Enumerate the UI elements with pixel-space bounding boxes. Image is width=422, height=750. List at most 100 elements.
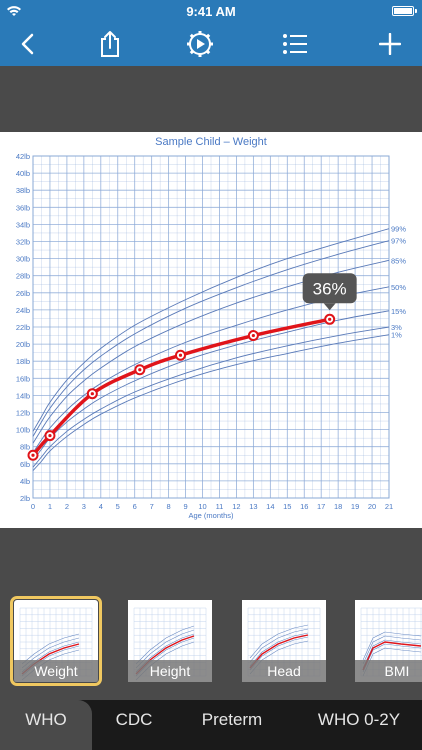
growth-chart: Sample Child – Weight 2lb 4lb 6lb 8lb 10lb 12l… [16, 136, 407, 520]
y-tick-label: 10lb [16, 426, 30, 435]
status-bar: 9:41 AM [0, 0, 422, 22]
x-axis-label: Age (months) [188, 511, 234, 520]
mini-curve [21, 633, 80, 665]
thumbnail-label: BMI [355, 660, 422, 682]
x-tick-label: 21 [385, 502, 393, 511]
y-tick-label: 16lb [16, 374, 30, 383]
thumbnail-label: Weight [14, 660, 98, 682]
percentile-curve [32, 286, 390, 453]
y-tick-label: 2lb [20, 494, 30, 503]
mini-curve [362, 643, 422, 673]
percentile-curve [32, 326, 390, 468]
y-tick-label: 20lb [16, 340, 30, 349]
data-point-center [48, 433, 52, 438]
data-point-center [138, 368, 142, 372]
x-tick-label: 8 [167, 502, 171, 511]
tooltip-pointer [323, 303, 336, 311]
percentile-curve [32, 334, 390, 471]
x-tick-label: 15 [283, 502, 291, 511]
x-tick-label: 11 [216, 502, 224, 511]
x-tick-label: 5 [116, 502, 120, 511]
percentile-label: 99% [391, 225, 406, 234]
y-tick-label: 34lb [16, 220, 30, 229]
y-tick-label: 22lb [16, 323, 30, 332]
mini-curve [249, 624, 309, 659]
y-tick-label: 36lb [16, 203, 30, 212]
y-tick-label: 32lb [16, 238, 30, 247]
percentile-label: 1% [391, 331, 402, 340]
percentile-tooltip [302, 273, 357, 304]
data-point-center [31, 453, 35, 457]
status-time: 9:41 AM [186, 4, 236, 19]
x-tick-label: 20 [368, 502, 376, 511]
chart-title: Sample Child – Weight [155, 136, 267, 148]
child-weight-line [31, 317, 332, 457]
tab-who[interactable]: WHO [0, 700, 92, 750]
chevron-left-icon [21, 33, 34, 55]
list-button[interactable] [273, 22, 317, 66]
x-tick-label: 14 [266, 502, 274, 511]
chart-thumbnails: Weight Height Head BMI [0, 528, 422, 700]
y-tick-label: 12lb [16, 409, 30, 418]
mini-curve [362, 639, 422, 669]
tooltip-text: 36% [313, 279, 347, 298]
top-spacer [0, 66, 422, 132]
mini-series [249, 634, 309, 669]
tab-cdc[interactable]: CDC [115, 710, 153, 729]
percentile-label: 50% [391, 283, 406, 292]
y-tick-label: 26lb [16, 289, 30, 298]
thumbnail-head[interactable]: Head [242, 600, 326, 682]
mini-curve [249, 628, 309, 663]
tab-bar: WHO CDC Preterm WHO 0-2Y [0, 700, 422, 750]
thumbnail-bmi[interactable]: BMI [355, 600, 422, 682]
percentile-curve [32, 240, 390, 437]
mini-curve [249, 632, 309, 667]
gear-play-icon [187, 31, 213, 57]
data-point-center [90, 392, 94, 396]
y-tick-label: 38lb [16, 186, 30, 195]
y-tick-label: 40lb [16, 169, 30, 178]
settings-button[interactable] [178, 22, 222, 66]
percentile-label: 97% [391, 237, 406, 246]
add-button[interactable] [368, 22, 412, 66]
x-tick-label: 12 [232, 502, 240, 511]
tab-who-0-2y[interactable]: WHO 0-2Y [317, 710, 401, 729]
y-tick-label: 42lb [16, 152, 30, 161]
y-tick-label: 4lb [20, 477, 30, 486]
x-tick-label: 9 [183, 502, 187, 511]
toolbar [0, 22, 422, 66]
percentile-label: 3% [391, 323, 402, 332]
x-tick-label: 4 [99, 502, 103, 511]
data-point-center [328, 317, 332, 321]
mini-curve [135, 625, 195, 665]
x-tick-label: 16 [300, 502, 308, 511]
y-tick-label: 28lb [16, 272, 30, 281]
mini-curve [362, 635, 422, 665]
y-tick-label: 14lb [16, 391, 30, 400]
tab-preterm[interactable]: Preterm [201, 710, 263, 729]
thumbnail-weight[interactable]: Weight [10, 596, 102, 686]
thumbnail-height[interactable]: Height [128, 600, 212, 682]
data-point-center [178, 353, 183, 357]
x-tick-label: 18 [334, 502, 342, 511]
percentile-label: 15% [391, 307, 406, 316]
x-tick-label: 7 [150, 502, 154, 511]
y-tick-label: 24lb [16, 306, 30, 315]
mini-curve [135, 629, 195, 669]
x-tick-label: 6 [133, 502, 137, 511]
mini-series [362, 641, 422, 671]
mini-curve [362, 631, 422, 661]
y-tick-label: 6lb [20, 460, 30, 469]
x-tick-label: 10 [198, 502, 206, 511]
x-tick-label: 3 [82, 502, 86, 511]
share-button[interactable] [88, 22, 132, 66]
share-icon [101, 31, 119, 57]
y-tick-label: 30lb [16, 255, 30, 264]
x-tick-label: 1 [48, 502, 52, 511]
x-tick-label: 2 [65, 502, 69, 511]
y-tick-label: 8lb [20, 443, 30, 452]
percentile-label: 85% [391, 256, 406, 265]
plus-icon [379, 33, 401, 55]
back-button[interactable] [6, 22, 50, 66]
data-point-center [251, 333, 255, 338]
